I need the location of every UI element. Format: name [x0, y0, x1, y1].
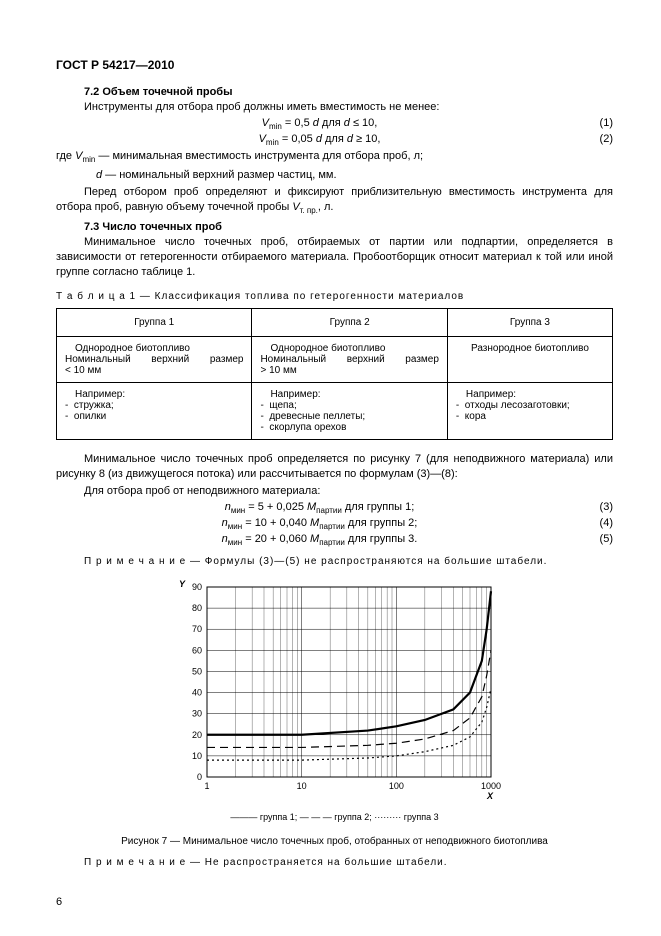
chart-svg: 0 10 20 30 40 50 60 70 80 90 1 10 100 1000 Y X	[165, 575, 505, 805]
th-g1: Группа 1	[57, 309, 252, 337]
f5-tail: для группы 3.	[345, 533, 417, 545]
f4-sub: мин	[228, 522, 242, 531]
formula-2: Vmin = 0,05 d для d ≥ 10, (2)	[56, 133, 613, 147]
f3-sub: мин	[231, 506, 245, 515]
page: ГОСТ Р 54217—2010 7.2 Объем точечной про…	[0, 0, 661, 936]
svg-text:0: 0	[196, 772, 201, 782]
s72-para2-sub: т. пр.	[300, 206, 318, 215]
f2-eq: = 0,05	[279, 133, 316, 145]
cell-r1c2b: Номинальный верхний размер	[260, 354, 438, 365]
f1-cond: для	[319, 117, 344, 129]
f5-rhs: = 20 + 0,060	[242, 533, 310, 545]
section-7-3-title: 7.3 Число точечных проб	[84, 221, 613, 233]
formula-4: nмин = 10 + 0,040 Mпартии для группы 2; …	[56, 517, 613, 531]
s72-intro: Инструменты для отбора проб должны иметь…	[56, 100, 613, 115]
f3-Msub: партии	[316, 506, 342, 515]
figure-7-chart: 0 10 20 30 40 50 60 70 80 90 1 10 100 1000 Y X ——— груп…	[165, 575, 505, 822]
svg-text:70: 70	[191, 624, 201, 634]
f3-rhs: = 5 + 0,025	[245, 501, 307, 513]
svg-text:30: 30	[191, 708, 201, 718]
f2-num: (2)	[583, 133, 613, 145]
table-row: Например:- стружка;- опилки Например:- щ…	[57, 383, 613, 440]
f3-num: (3)	[583, 501, 613, 513]
table-header-row: Группа 1 Группа 2 Группа 3	[57, 309, 613, 337]
figure-7-caption: Рисунок 7 — Минимальное число точечных п…	[56, 836, 613, 847]
svg-text:90: 90	[191, 582, 201, 592]
svg-text:10: 10	[296, 781, 306, 791]
formula-1: Vmin = 0,5 d для d ≤ 10, (1)	[56, 117, 613, 131]
f4-rhs: = 10 + 0,040	[242, 517, 310, 529]
table-1: Группа 1 Группа 2 Группа 3 Однородное би…	[56, 308, 613, 440]
f5-M: M	[310, 533, 319, 545]
f5-num: (5)	[583, 533, 613, 545]
page-number: 6	[56, 896, 62, 908]
cell-r1c1: Однородное биотопливо	[65, 343, 243, 354]
s73-para3: Для отбора проб от неподвижного материал…	[56, 484, 613, 499]
f2-lhs: V	[259, 133, 266, 145]
s72-where1: где Vmin — минимальная вместимость инстр…	[56, 149, 613, 166]
chart-legend: ——— группа 1; — — — группа 2; ········· …	[165, 812, 505, 822]
svg-text:X: X	[485, 791, 493, 801]
f2-cond: для	[322, 133, 347, 145]
s72-para2-end: , л.	[318, 201, 334, 213]
f4-tail: для группы 2;	[345, 517, 417, 529]
f4-num: (4)	[583, 517, 613, 529]
note-1: П р и м е ч а н и е — Формулы (3)—(5) не…	[56, 556, 613, 567]
svg-text:50: 50	[191, 666, 201, 676]
f3-M: M	[307, 501, 316, 513]
f1-num: (1)	[583, 117, 613, 129]
cell-r2c3: Например:- отходы лесозаготовки;- кора	[447, 383, 612, 440]
where1-pre: где	[56, 150, 75, 162]
table1-caption: Т а б л и ц а 1 — Классификация топлива …	[56, 291, 613, 302]
formula-5: nмин = 20 + 0,060 Mпартии для группы 3. …	[56, 533, 613, 547]
svg-text:Y: Y	[179, 579, 186, 589]
where1-rest: — минимальная вместимость инструмента дл…	[95, 150, 423, 162]
f2-lhs-sub: min	[266, 138, 279, 147]
f5-sub: мин	[228, 539, 242, 548]
f3-tail: для группы 1;	[342, 501, 414, 513]
s72-para2: Перед отбором проб определяют и фиксирую…	[56, 185, 613, 217]
f2-rel: ≥ 10,	[353, 133, 380, 145]
svg-text:10: 10	[191, 750, 201, 760]
s72-para2-a: Перед отбором проб определяют и фиксирую…	[56, 186, 613, 213]
svg-text:20: 20	[191, 729, 201, 739]
doc-header: ГОСТ Р 54217—2010	[56, 58, 613, 72]
th-g3: Группа 3	[447, 309, 612, 337]
svg-text:1: 1	[204, 781, 209, 791]
f4-M: M	[310, 517, 319, 529]
cell-r1c1c: < 10 мм	[65, 365, 101, 376]
f4-Msub: партии	[319, 522, 345, 531]
f5-Msub: партии	[319, 539, 345, 548]
s72-para2-sym: V	[292, 201, 299, 213]
s73-para1: Минимальное число точечных проб, отбирае…	[56, 235, 613, 280]
th-g2: Группа 2	[252, 309, 447, 337]
svg-text:1000: 1000	[480, 781, 500, 791]
where1-sub: min	[82, 155, 95, 164]
cell-r2c2: Например:- щепа;- древесные пеллеты;- ск…	[252, 383, 447, 440]
svg-text:40: 40	[191, 687, 201, 697]
where2-rest: — номинальный верхний размер частиц, мм.	[102, 169, 336, 181]
formula-3: nмин = 5 + 0,025 Mпартии для группы 1; (…	[56, 501, 613, 515]
f1-eq: = 0,5	[282, 117, 313, 129]
svg-text:60: 60	[191, 645, 201, 655]
table-row: Однородное биотопливоНоминальный верхний…	[57, 337, 613, 383]
note-2: П р и м е ч а н и е — Не распространяетс…	[56, 857, 613, 868]
svg-text:100: 100	[388, 781, 403, 791]
cell-r1c2: Однородное биотопливо	[260, 343, 438, 354]
cell-r1c2c: > 10 мм	[260, 365, 296, 376]
s72-where2: d — номинальный верхний размер частиц, м…	[56, 168, 613, 183]
cell-r2c1: Например:- стружка;- опилки	[57, 383, 252, 440]
section-7-2-title: 7.2 Объем точечной пробы	[84, 86, 613, 98]
f1-lhs-sub: min	[269, 122, 282, 131]
s73-para2: Минимальное число точечных проб определя…	[56, 452, 613, 482]
cell-r1c3: Разнородное биотопливо	[471, 343, 589, 354]
cell-r1c1b: Номинальный верхний размер	[65, 354, 243, 365]
svg-text:80: 80	[191, 603, 201, 613]
f1-lhs: V	[262, 117, 269, 129]
f1-rel: ≤ 10,	[350, 117, 377, 129]
